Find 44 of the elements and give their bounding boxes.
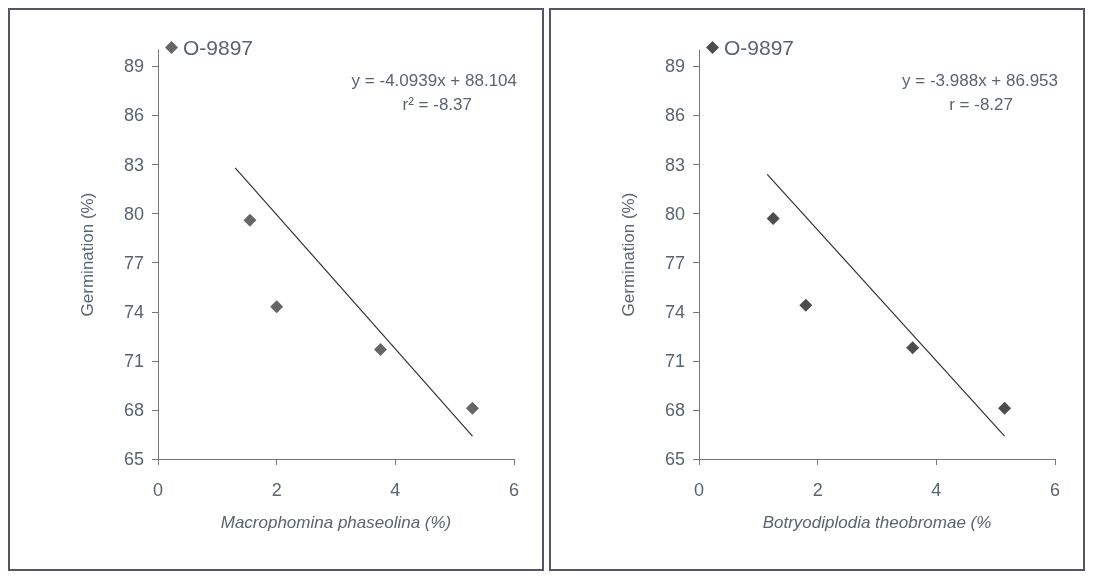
y-tick-label: 74	[123, 301, 144, 322]
y-tick-label: 86	[123, 105, 144, 126]
annotation: r = -8.27	[949, 95, 1014, 114]
point	[998, 401, 1012, 415]
y-tick-label: 80	[123, 203, 144, 224]
point	[906, 341, 920, 355]
x-axis-title: Botryodiplodia theobromae (%	[762, 513, 992, 532]
x-tick-label: 6	[1049, 480, 1061, 500]
x-tick-label: 4	[931, 480, 942, 500]
y-tick-label: 86	[664, 105, 685, 126]
x-tick-label: 2	[812, 480, 823, 500]
annotation: y = -3.988x + 86.953	[902, 71, 1059, 90]
y-tick-label: 71	[123, 350, 144, 371]
y-tick-label: 83	[123, 154, 144, 175]
y-tick-label: 65	[123, 449, 144, 469]
point	[465, 401, 479, 415]
y-tick-label: 89	[123, 56, 144, 77]
y-tick-label: 80	[664, 203, 685, 224]
legend-label: O-9897	[183, 36, 254, 59]
y-tick-label: 71	[664, 350, 685, 371]
point	[243, 213, 257, 227]
x-tick-label: 2	[271, 480, 282, 500]
x-tick-label: 0	[693, 480, 705, 500]
y-tick-label: 77	[123, 252, 144, 273]
y-tick-label: 74	[664, 301, 685, 322]
y-tick-label: 65	[664, 449, 685, 469]
y-axis-title: Germination (%)	[619, 192, 638, 317]
y-tick-label: 83	[664, 154, 685, 175]
y-axis-title: Germination (%)	[78, 192, 97, 317]
annotation: y = -4.0939x + 88.104	[351, 71, 517, 90]
legend-label: O-9897	[724, 36, 795, 59]
y-tick-label: 89	[664, 56, 685, 77]
point	[270, 300, 284, 314]
point	[799, 298, 813, 312]
y-tick-label: 77	[664, 252, 685, 273]
x-tick-label: 6	[508, 480, 520, 500]
point	[374, 342, 387, 356]
x-tick-label: 0	[152, 480, 164, 500]
point	[766, 212, 780, 226]
y-tick-label: 68	[123, 399, 144, 420]
y-tick-label: 68	[664, 399, 685, 420]
annotation: r² = -8.37	[402, 95, 473, 114]
x-axis-title: Macrophomina phaseolina (%)	[220, 513, 452, 532]
x-tick-label: 4	[390, 480, 401, 500]
